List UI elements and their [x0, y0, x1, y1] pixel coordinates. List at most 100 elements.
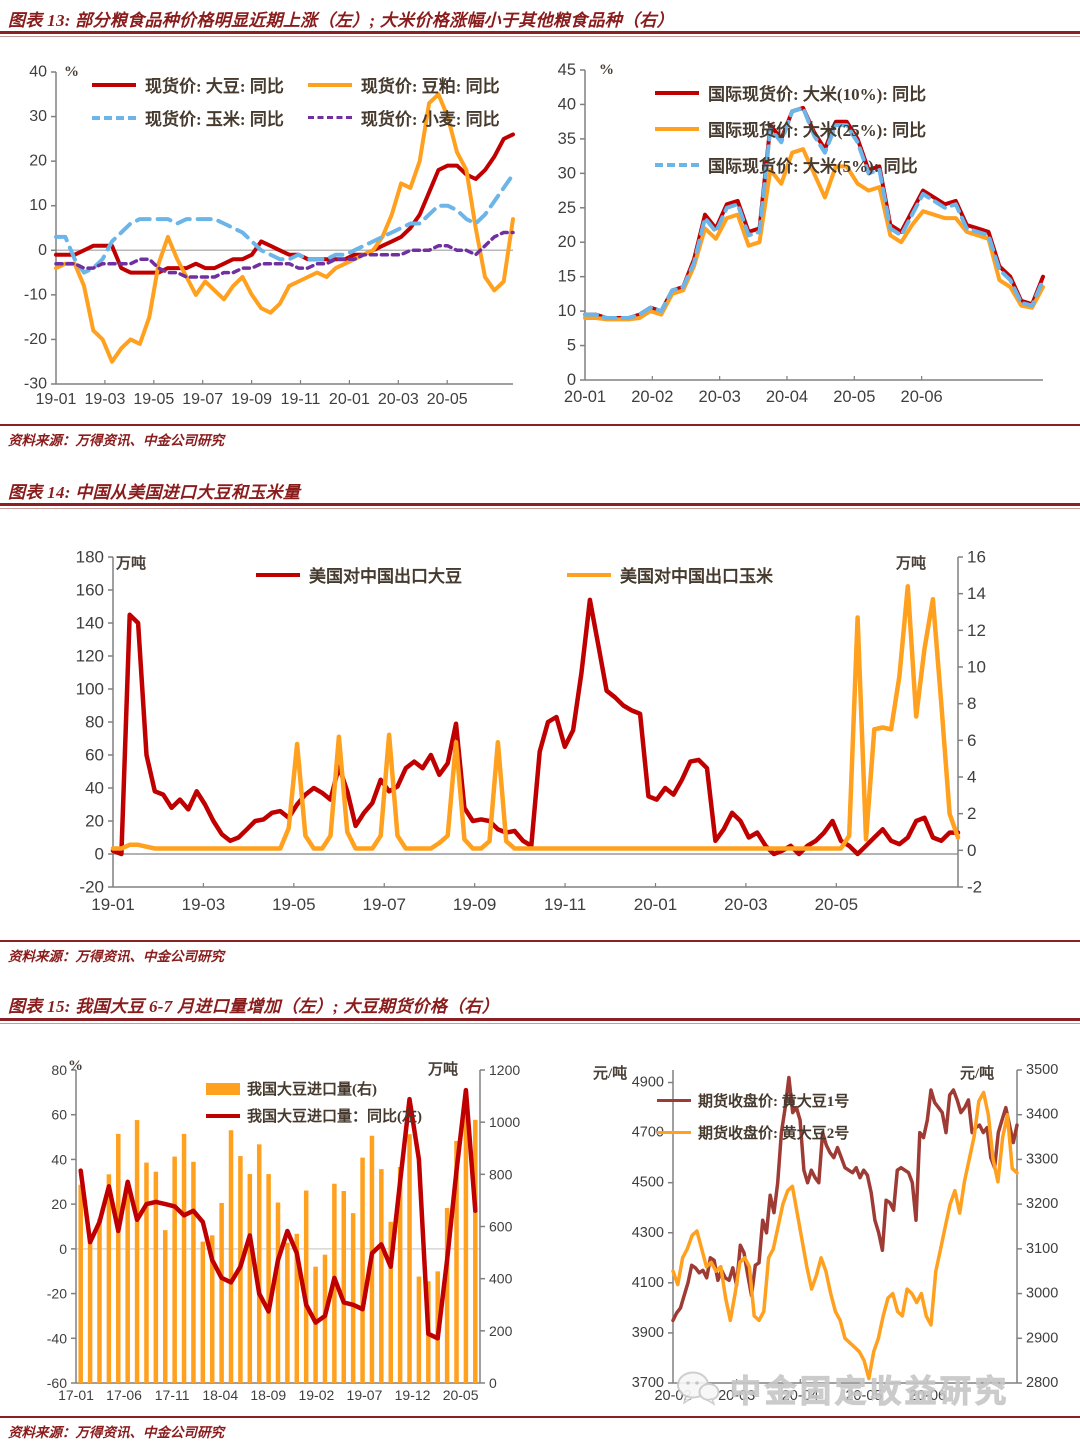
svg-text:19-05: 19-05 [133, 391, 174, 408]
legend-item: 国际现货价: 大米(10%): 同比 [655, 80, 926, 105]
svg-text:19-01: 19-01 [36, 391, 77, 408]
svg-text:20-02: 20-02 [631, 388, 673, 406]
svg-text:60: 60 [51, 1107, 67, 1123]
svg-text:20-06: 20-06 [901, 388, 943, 406]
svg-text:3200: 3200 [1026, 1196, 1058, 1212]
svg-text:4: 4 [967, 768, 976, 787]
svg-text:180: 180 [76, 548, 104, 567]
svg-text:20-01: 20-01 [634, 895, 677, 914]
svg-text:-30: -30 [24, 376, 47, 393]
svg-text:0: 0 [967, 841, 976, 860]
svg-text:20-05: 20-05 [427, 391, 468, 408]
legend: 我国大豆进口量(右) 我国大豆进口量：同比(左) [206, 1078, 422, 1126]
title-rule [0, 503, 1080, 509]
section-rule [0, 424, 1080, 426]
svg-text:80: 80 [51, 1062, 67, 1078]
svg-text:600: 600 [489, 1219, 513, 1235]
legend-item: 现货价: 玉米: 同比 [92, 105, 284, 130]
section-rule [0, 940, 1080, 942]
legend-item: 国际现货价: 大米(25%): 同比 [655, 116, 926, 141]
legend: 美国对中国出口大豆 美国对中国出口玉米 [256, 562, 773, 587]
svg-text:160: 160 [76, 581, 104, 600]
svg-text:20: 20 [51, 1196, 67, 1212]
svg-text:2: 2 [967, 804, 976, 823]
chart-grain-price-yoy: % 现货价: 大豆: 同比 现货价: 豆粕: 同比 现货价: 玉米: 同比 现货价: … [8, 52, 535, 432]
legend: 国际现货价: 大米(10%): 同比 国际现货价: 大米(25%): 同比国际现货… [655, 80, 926, 177]
legend-label: 现货价: 小麦: 同比 [360, 110, 500, 129]
svg-text:20-05: 20-05 [815, 895, 858, 914]
svg-text:10: 10 [558, 302, 576, 320]
svg-text:1200: 1200 [489, 1062, 520, 1078]
svg-text:20-05: 20-05 [845, 1388, 882, 1404]
svg-text:25: 25 [558, 199, 576, 217]
svg-text:800: 800 [489, 1166, 513, 1182]
legend-label: 现货价: 玉米: 同比 [145, 110, 284, 129]
legend-swatch [256, 572, 300, 577]
svg-text:4100: 4100 [632, 1275, 664, 1291]
svg-text:8: 8 [967, 694, 976, 713]
legend-label: 国际现货价: 大米(25%): 同比 [708, 121, 927, 140]
svg-text:3700: 3700 [632, 1375, 664, 1391]
legend-item: 国际现货价: 大米(5%): 同比 [655, 152, 926, 177]
svg-text:19-02: 19-02 [298, 1387, 334, 1403]
title-rule [0, 31, 1080, 37]
legend-item: 美国对中国出口玉米 [567, 562, 773, 587]
axis-unit-left: 万吨 [116, 556, 147, 572]
svg-text:1000: 1000 [489, 1114, 520, 1130]
svg-text:19-03: 19-03 [84, 391, 125, 408]
chart-canvas-us-exports: 180160140120100806040200-201614121086420… [76, 548, 986, 915]
watermark-text: 中金固定收益研究 [729, 1373, 1010, 1409]
chart-rice-price-yoy: % 国际现货价: 大米(10%): 同比 国际现货价: 大米(25%): 同比 国际… [543, 52, 1073, 432]
svg-text:18-09: 18-09 [250, 1387, 286, 1403]
svg-text:120: 120 [76, 647, 104, 666]
legend: 现货价: 大豆: 同比 现货价: 豆粕: 同比现货价: 玉米: 同比 现货价: 小麦… [92, 72, 500, 130]
chart-canvas-soybean-futures: 4900 4700 4500 4300 4100 3900 3700 3500 3400 3300… [632, 1062, 1059, 1404]
chart-us-exports-to-china: 万吨 万吨 美国对中国出口大豆 美国对中国出口玉米 180 160 140 120 100… [8, 532, 1072, 940]
legend-swatch [655, 126, 699, 131]
svg-text:4700: 4700 [632, 1125, 664, 1141]
svg-text:20-03: 20-03 [699, 388, 741, 406]
legend-label: 美国对中国出口玉米 [620, 567, 773, 586]
figure14-title: 图表 14: 中国从美国进口大豆和玉米量 [8, 483, 301, 502]
axis-unit-right: 元/吨 [960, 1066, 995, 1082]
legend-swatch [655, 90, 699, 95]
legend-swatch [657, 1131, 691, 1134]
svg-text:-40: -40 [47, 1330, 67, 1346]
svg-text:19-09: 19-09 [231, 391, 272, 408]
legend-swatch [206, 1082, 240, 1095]
legend-item: 我国大豆进口量：同比(左) [206, 1105, 422, 1126]
legend-label: 美国对中国出口大豆 [309, 567, 462, 586]
svg-text:80: 80 [85, 713, 104, 732]
svg-text:35: 35 [558, 130, 576, 148]
legend-label: 国际现货价: 大米(10%): 同比 [708, 85, 927, 104]
svg-text:3000: 3000 [1026, 1286, 1058, 1302]
svg-text:19-11: 19-11 [544, 895, 586, 914]
chart-soybean-futures: 元/吨 元/吨 期货收盘价: 黄大豆1号 期货收盘价: 黄大豆2号 4900 470… [545, 1048, 1075, 1418]
svg-text:20-05: 20-05 [833, 388, 875, 406]
legend-label: 现货价: 豆粕: 同比 [360, 77, 500, 96]
svg-text:19-07: 19-07 [182, 391, 223, 408]
legend-label: 我国大豆进口量(右) [247, 1082, 377, 1098]
svg-text:6: 6 [967, 731, 976, 750]
figure13-title: 图表 13: 部分粮食品种价格明显近期上涨（左）; 大米价格涨幅小于其他粮食品种… [8, 11, 674, 30]
axis-unit-left: % [64, 64, 79, 80]
svg-text:20-06: 20-06 [909, 1388, 946, 1404]
watermark: 中金固定收益研究 [676, 1366, 1010, 1411]
svg-text:3300: 3300 [1026, 1151, 1058, 1167]
svg-text:40: 40 [558, 95, 576, 113]
svg-text:19-05: 19-05 [272, 895, 315, 914]
svg-text:20: 20 [85, 812, 104, 831]
legend-label: 我国大豆进口量：同比(左) [247, 1109, 422, 1125]
legend-swatch [657, 1099, 691, 1102]
figure15-title: 图表 15: 我国大豆 6-7 月进口量增加（左）; 大豆期货价格（右） [8, 997, 500, 1016]
svg-text:3500: 3500 [1026, 1062, 1058, 1078]
svg-text:45: 45 [558, 61, 576, 79]
legend-item: 期货收盘价: 黄大豆1号 [657, 1090, 849, 1111]
svg-text:19-11: 19-11 [281, 391, 321, 408]
svg-text:20-03: 20-03 [724, 895, 767, 914]
svg-text:0: 0 [489, 1375, 497, 1391]
svg-text:19-09: 19-09 [453, 895, 496, 914]
legend-label: 现货价: 大豆: 同比 [145, 77, 284, 96]
